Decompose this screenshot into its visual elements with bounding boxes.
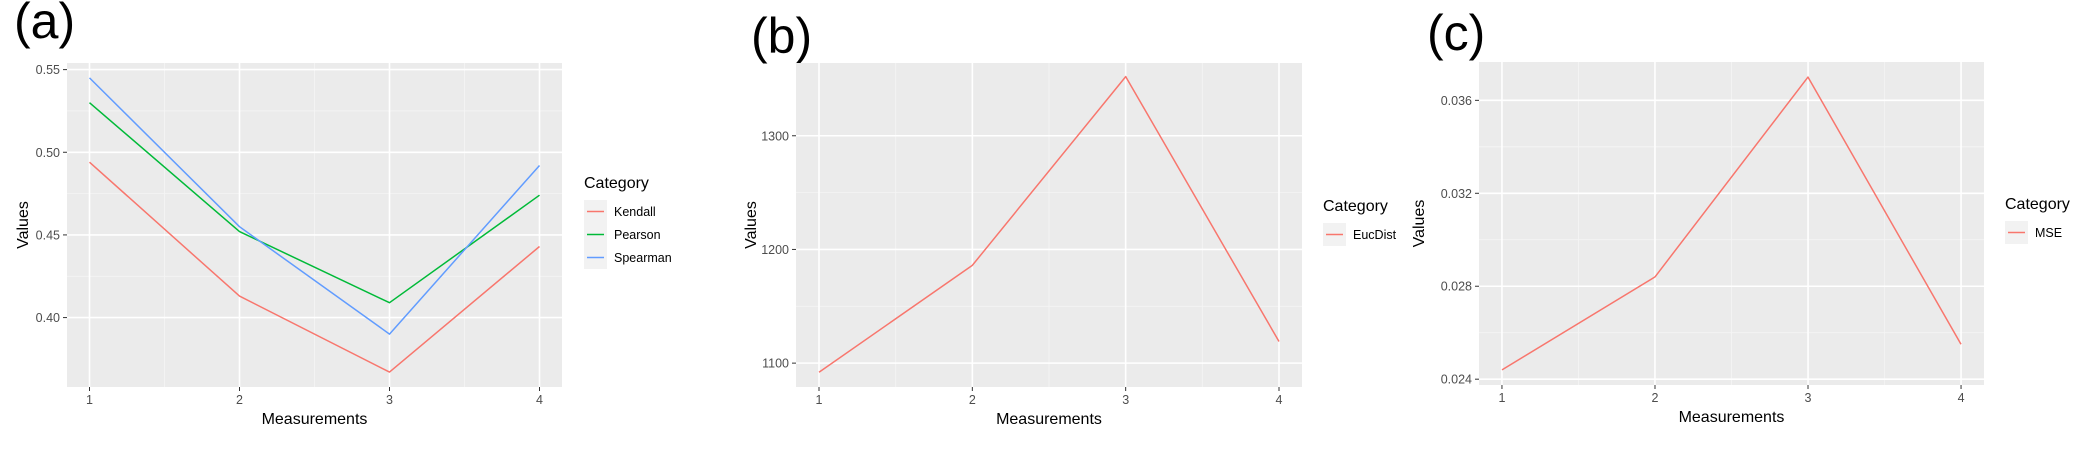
- x-tick-label: 4: [536, 393, 543, 407]
- panel-label: (c): [1427, 5, 1485, 61]
- x-axis-title: Measurements: [262, 411, 368, 428]
- legend-label: MSE: [2035, 226, 2062, 240]
- series-line-eucdist: [818, 75, 1280, 373]
- series-line-kendall: [89, 161, 540, 373]
- panel-label: (b): [751, 8, 812, 64]
- x-axis-title: Measurements: [1679, 409, 1785, 426]
- legend: Category EucDist: [1323, 198, 1397, 246]
- legend: Category Kendall Pearson Spearman: [584, 175, 672, 269]
- y-tick-label: 0.024: [1441, 373, 1472, 387]
- x-axis-title: Measurements: [996, 411, 1102, 428]
- y-tick-label: 0.40: [36, 311, 60, 325]
- legend-title: Category: [1323, 198, 1388, 215]
- panel-label: (a): [14, 0, 75, 49]
- y-tick-label: 0.50: [36, 146, 60, 160]
- y-axis-title: Values: [1411, 200, 1428, 248]
- y-axis-title: Values: [743, 201, 760, 249]
- legend-label: Kendall: [614, 205, 656, 219]
- legend-label: Pearson: [614, 228, 661, 242]
- x-tick-label: 1: [816, 393, 823, 407]
- x-tick-label: 4: [1276, 393, 1283, 407]
- series-line-mse: [1501, 76, 1962, 371]
- x-tick-label: 3: [386, 393, 393, 407]
- x-tick-label: 2: [236, 393, 243, 407]
- y-tick-label: 0.45: [36, 228, 60, 242]
- x-tick-label: 2: [1652, 391, 1659, 405]
- x-tick-label: 2: [969, 393, 976, 407]
- y-tick-label: 1300: [761, 129, 789, 143]
- y-tick-label: 0.036: [1441, 94, 1472, 108]
- x-tick-label: 4: [1958, 391, 1965, 405]
- y-axis-title: Values: [15, 201, 32, 249]
- panel-2: (b) 1 2 3 4 1100 1200 1300 Measurements Values Cat…: [743, 8, 1397, 428]
- legend-title: Category: [2005, 196, 2070, 213]
- y-tick-label: 0.55: [36, 63, 60, 77]
- y-tick-label: 1200: [761, 243, 789, 257]
- y-tick-label: 0.028: [1441, 280, 1472, 294]
- x-tick-label: 3: [1122, 393, 1129, 407]
- legend: Category MSE: [2005, 196, 2070, 244]
- legend-title: Category: [584, 175, 649, 192]
- legend-label: EucDist: [1353, 228, 1397, 242]
- y-tick-label: 0.032: [1441, 187, 1472, 201]
- series-line-spearman: [88, 77, 541, 335]
- y-tick-label: 1100: [762, 357, 789, 371]
- x-tick-label: 3: [1805, 391, 1812, 405]
- panel-1: (a) 1 2 3 4 0.40 0.45 0.50 0.55 Measurements Value…: [14, 0, 672, 428]
- legend-label: Spearman: [614, 251, 672, 265]
- panel-3: (c) 1 2 3 4 0.024 0.028 0.032 0.036 Measurements V…: [1411, 5, 2070, 426]
- x-tick-label: 1: [86, 393, 93, 407]
- x-tick-label: 1: [1498, 391, 1505, 405]
